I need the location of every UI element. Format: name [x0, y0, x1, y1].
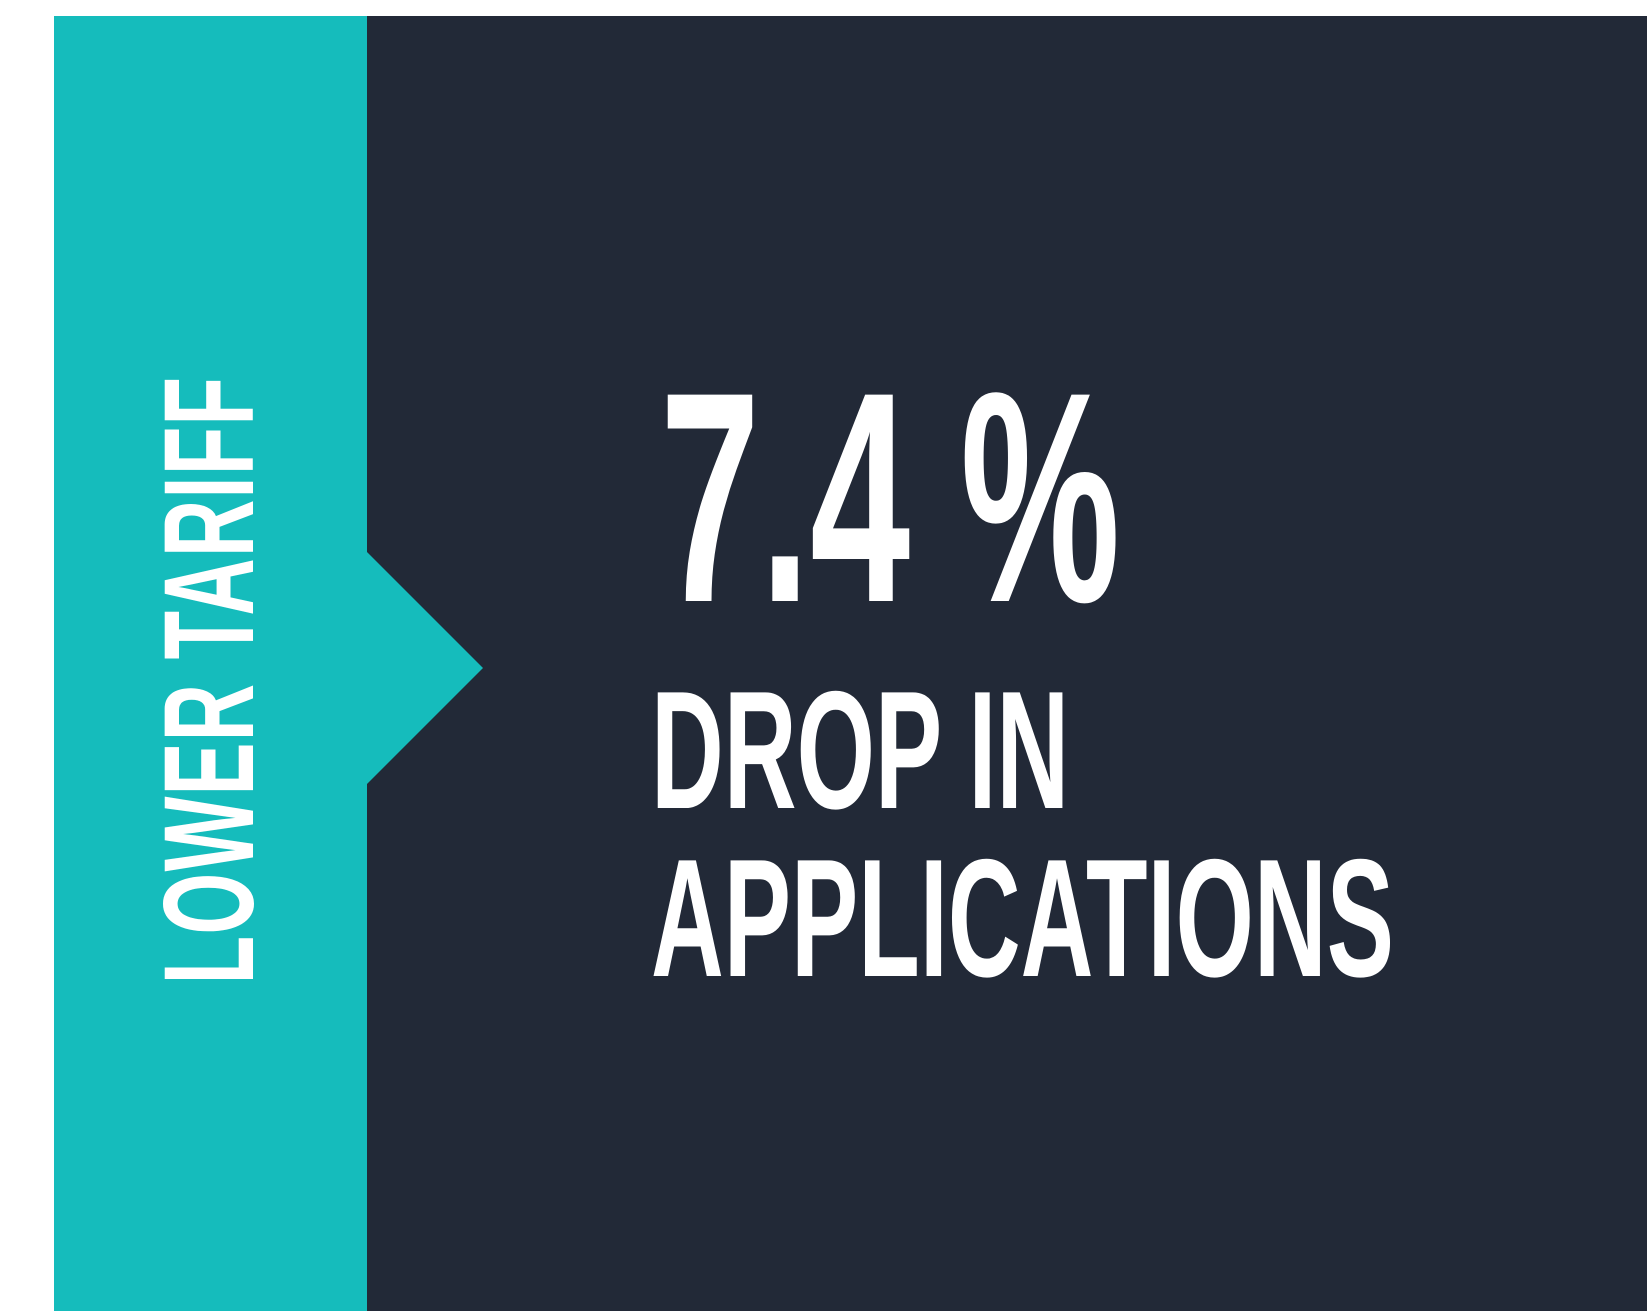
stat-caption: DROP IN APPLICATIONS [651, 656, 1394, 1012]
stat-value: 7.4 % [660, 329, 1121, 665]
stat-card: LOWER TARIFF 7.4 % DROP IN APPLICATIONS [54, 16, 1647, 1311]
side-label-text: LOWER TARIFF [138, 375, 281, 985]
stat-caption-line-1: DROP IN [651, 656, 1070, 844]
stat-caption-line-2: APPLICATIONS [651, 824, 1394, 1012]
side-label: LOWER TARIFF [138, 189, 281, 1170]
side-band [54, 16, 367, 1311]
band-arrow-pointer [367, 552, 483, 784]
